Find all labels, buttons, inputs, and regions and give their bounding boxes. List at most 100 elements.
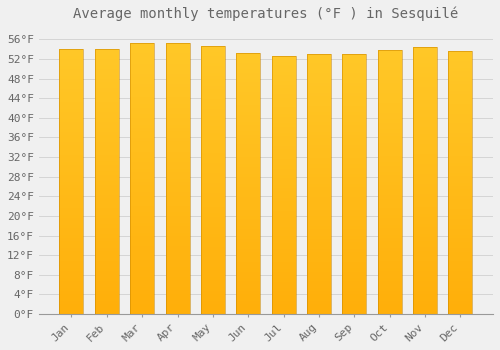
- Bar: [130, 172, 154, 175]
- Bar: [307, 168, 331, 171]
- Bar: [448, 202, 472, 205]
- Bar: [95, 69, 119, 72]
- Bar: [201, 190, 225, 193]
- Bar: [307, 210, 331, 213]
- Bar: [307, 145, 331, 148]
- Bar: [378, 298, 402, 301]
- Bar: [130, 304, 154, 307]
- Bar: [130, 94, 154, 97]
- Bar: [130, 178, 154, 182]
- Bar: [201, 203, 225, 207]
- Bar: [307, 89, 331, 93]
- Bar: [236, 151, 260, 154]
- Bar: [448, 186, 472, 189]
- Bar: [272, 91, 295, 94]
- Bar: [166, 236, 190, 239]
- Bar: [413, 260, 437, 264]
- Bar: [166, 118, 190, 121]
- Bar: [413, 93, 437, 97]
- Bar: [448, 130, 472, 133]
- Bar: [378, 142, 402, 146]
- Bar: [413, 47, 437, 314]
- Bar: [272, 69, 295, 72]
- Bar: [236, 249, 260, 252]
- Bar: [95, 165, 119, 168]
- Bar: [60, 159, 84, 162]
- Bar: [130, 67, 154, 70]
- Bar: [378, 291, 402, 294]
- Bar: [272, 208, 295, 211]
- Bar: [413, 294, 437, 297]
- Bar: [201, 207, 225, 210]
- Bar: [201, 79, 225, 83]
- Bar: [378, 215, 402, 218]
- Bar: [236, 63, 260, 66]
- Bar: [378, 110, 402, 113]
- Bar: [378, 169, 402, 172]
- Bar: [272, 178, 295, 182]
- Bar: [342, 73, 366, 76]
- Bar: [130, 263, 154, 267]
- Bar: [448, 229, 472, 232]
- Bar: [342, 229, 366, 233]
- Bar: [60, 202, 84, 205]
- Bar: [378, 77, 402, 80]
- Bar: [378, 301, 402, 304]
- Bar: [166, 91, 190, 94]
- Bar: [272, 111, 295, 114]
- Bar: [130, 131, 154, 135]
- Bar: [342, 60, 366, 63]
- Bar: [413, 301, 437, 304]
- Bar: [448, 107, 472, 110]
- Bar: [307, 174, 331, 177]
- Bar: [307, 138, 331, 141]
- Bar: [201, 99, 225, 103]
- Bar: [236, 92, 260, 96]
- Bar: [236, 226, 260, 229]
- Bar: [201, 257, 225, 260]
- Bar: [448, 179, 472, 183]
- Bar: [166, 246, 190, 250]
- Bar: [236, 239, 260, 242]
- Bar: [448, 189, 472, 192]
- Bar: [166, 54, 190, 57]
- Bar: [95, 291, 119, 294]
- Bar: [413, 281, 437, 284]
- Bar: [378, 278, 402, 281]
- Bar: [342, 243, 366, 246]
- Bar: [60, 221, 84, 225]
- Bar: [60, 268, 84, 271]
- Bar: [342, 177, 366, 181]
- Bar: [448, 104, 472, 107]
- Bar: [307, 80, 331, 83]
- Bar: [342, 99, 366, 103]
- Bar: [95, 85, 119, 89]
- Bar: [236, 138, 260, 141]
- Bar: [130, 311, 154, 314]
- Bar: [448, 64, 472, 68]
- Bar: [166, 84, 190, 87]
- Bar: [166, 263, 190, 267]
- Bar: [130, 165, 154, 168]
- Bar: [95, 204, 119, 208]
- Bar: [166, 209, 190, 212]
- Bar: [448, 61, 472, 64]
- Bar: [413, 54, 437, 57]
- Bar: [166, 162, 190, 165]
- Bar: [60, 69, 84, 72]
- Bar: [272, 156, 295, 159]
- Bar: [413, 120, 437, 124]
- Bar: [378, 50, 402, 314]
- Bar: [201, 63, 225, 66]
- Bar: [307, 66, 331, 70]
- Bar: [236, 69, 260, 73]
- Bar: [130, 175, 154, 178]
- Bar: [130, 152, 154, 155]
- Bar: [130, 206, 154, 209]
- Bar: [272, 162, 295, 166]
- Bar: [413, 247, 437, 251]
- Bar: [307, 190, 331, 194]
- Bar: [378, 113, 402, 116]
- Bar: [130, 301, 154, 304]
- Bar: [448, 68, 472, 71]
